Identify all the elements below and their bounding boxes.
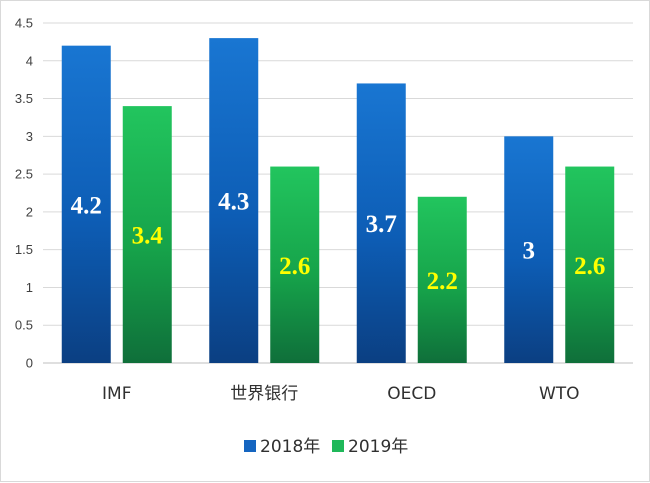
bar-value-label: 3 <box>523 238 536 265</box>
x-category-label: WTO <box>539 384 580 404</box>
y-tick-label: 2 <box>26 204 33 219</box>
bar-series-2 <box>122 106 172 363</box>
bar-series-2 <box>270 166 320 363</box>
bar-value-label: 3.7 <box>366 211 397 238</box>
x-category-label: OECD <box>387 384 436 404</box>
x-category-label: 世界银行 <box>230 384 298 404</box>
legend: 2018年 2019年 <box>244 437 408 457</box>
bar-series-1 <box>209 38 259 363</box>
x-axis: IMF 世界银行 OECD WTO <box>102 384 580 404</box>
y-tick-label: 3.5 <box>15 91 33 106</box>
bar-value-label: 2.6 <box>574 253 605 280</box>
y-tick-label: 1 <box>26 280 33 295</box>
legend-label: 2019年 <box>348 437 408 457</box>
bar-series-1 <box>504 136 554 363</box>
y-axis: 0 0.5 1 1.5 2 2.5 3 3.5 4 4.5 <box>15 16 33 371</box>
x-category-label: IMF <box>102 384 131 404</box>
bar-value-label: 4.3 <box>218 189 249 216</box>
bars <box>61 38 615 364</box>
bar-value-label: 4.2 <box>71 192 102 219</box>
legend-swatch <box>244 440 256 452</box>
bar-series-2 <box>565 166 615 363</box>
y-tick-label: 1.5 <box>15 242 33 257</box>
bar-value-label: 3.4 <box>132 223 164 250</box>
legend-swatch <box>332 440 344 452</box>
y-tick-label: 4.5 <box>15 16 33 31</box>
bar-value-label: 2.2 <box>427 268 458 295</box>
data-labels: 4.2 3.4 4.3 2.6 3.7 2.2 3 2.6 <box>71 189 606 295</box>
bar-series-1 <box>356 83 406 363</box>
y-tick-label: 3 <box>26 129 33 144</box>
bar-series-2 <box>417 196 467 363</box>
y-tick-label: 0.5 <box>15 318 33 333</box>
bar-value-label: 2.6 <box>279 253 310 280</box>
legend-label: 2018年 <box>260 437 320 457</box>
bar-series-1 <box>61 45 111 364</box>
y-tick-label: 2.5 <box>15 167 33 182</box>
y-tick-label: 0 <box>26 356 33 371</box>
y-tick-label: 4 <box>26 53 33 68</box>
